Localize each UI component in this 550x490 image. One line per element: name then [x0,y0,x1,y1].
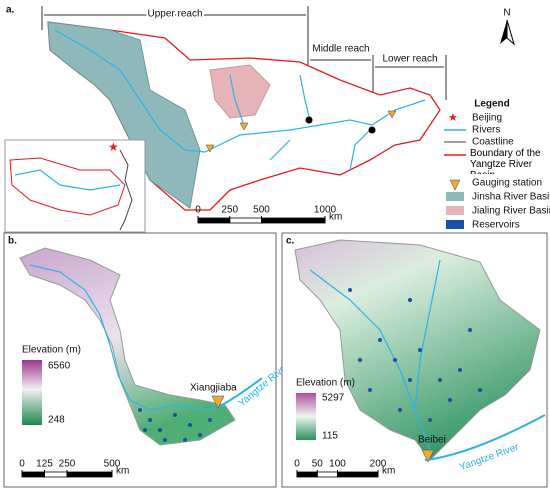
gauging-station [421,449,435,463]
river [309,269,431,451]
scale-segment [66,471,113,478]
inset [4,139,146,233]
coastline [119,149,133,231]
reach-label: Upper reach [147,9,202,20]
gauging-station [239,122,249,131]
elevation-ramp [296,393,316,440]
elevation-min: 248 [48,415,65,426]
legend-symbol: ★ [448,112,458,124]
legend-label: Coastline [472,137,514,148]
scale-label: 250 [221,205,238,216]
scale-segment [21,471,45,478]
yangtze [424,414,546,461]
reach-label: Middle reach [312,44,369,55]
legend-label: Beijing [472,113,502,124]
elevation-max: 5297 [322,393,345,404]
scale-segment [229,217,262,224]
elevation-max: 6560 [48,361,71,372]
river [29,264,226,411]
elevation-min: 115 [322,431,338,442]
yangtze [221,377,263,406]
gauging-station [387,110,397,119]
legend-title: Legend [474,99,510,110]
elevation-title: Elevation (m) [22,345,81,356]
scale-label: 1000 [314,205,337,216]
scale-unit: km [116,466,129,477]
inset-basin [9,157,126,216]
scale-label: 125 [36,459,53,470]
scale-segment [197,217,231,224]
scale-unit: km [329,212,342,223]
node [305,116,313,124]
panel-label: c. [286,236,295,247]
north-arrow [500,20,507,44]
legend-label: Jialing River Basin [472,206,550,217]
panel-label: a. [6,5,15,16]
legend-label-box: Boundary of the Yangtze River Basin [470,148,541,174]
legend-label: Rivers [472,125,500,136]
river [14,169,121,191]
legend-label: Jinsha River Basin [472,192,550,203]
jialing-basin [209,64,271,119]
panel-c: c. Beibei Yangtze River Elevation (m) 52… [281,232,548,488]
scale-segment [261,217,326,224]
river [269,139,291,161]
panel-a: a. Upper reach Middle reach Lower reach … [4,5,550,233]
north-label: N [503,8,510,19]
scale-label: 100 [329,459,346,470]
legend-symbol [449,179,461,191]
panel-label: b. [8,236,17,247]
river [414,259,441,411]
elevation-ramp [22,360,42,425]
river [229,74,246,129]
scale-segment [296,471,318,478]
legend-label: Reservoirs [472,220,520,231]
scale-label: 50 [312,459,324,470]
scale-label: 0 [294,459,300,470]
scale-segment [337,471,379,478]
panel-b: b. Xiangjiaba Yangtze River Elevation (m… [3,232,292,488]
river [54,29,426,153]
north-arrow [506,19,515,46]
scale-unit: km [382,466,395,477]
legend-symbol [446,206,464,215]
gauging-station [211,395,225,409]
legend-symbol [446,220,464,229]
river [349,127,373,171]
legend-label: Boundary of the Yangtze River Basin [470,148,541,174]
scale-segment [44,471,68,478]
station-label: Beibei [418,435,446,446]
reservoirs [348,288,482,422]
river [299,74,311,121]
scale-label: 0 [195,205,201,216]
jinsha-basin [47,21,201,209]
scale-label: 500 [253,205,270,216]
scale-label: 250 [59,459,76,470]
scale-segment [316,471,338,478]
legend-symbol [446,192,464,201]
jialing-terrain [294,239,541,461]
scale-label: 200 [370,459,387,470]
legend-label: Gauging station [472,178,542,189]
node [368,126,376,134]
station-label: Xiangjiaba [190,383,237,394]
scale-label: 0 [19,459,25,470]
reservoirs [138,408,212,442]
scale-label: 500 [104,459,121,470]
gauging-station [205,144,215,153]
elevation-title: Elevation (m) [296,378,355,389]
beijing-star: ★ [108,140,119,154]
reach-label: Lower reach [382,54,437,65]
